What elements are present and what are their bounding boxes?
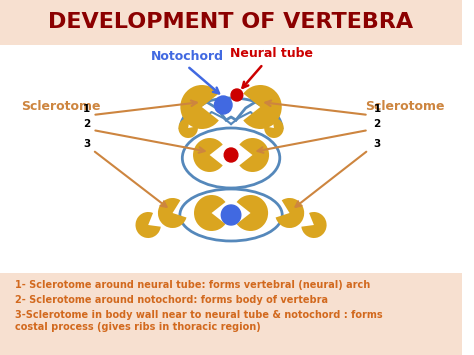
Text: 2- Sclerotome around notochord: forms body of vertebra: 2- Sclerotome around notochord: forms bo… — [15, 295, 328, 305]
Text: Sclerotome: Sclerotome — [365, 100, 444, 114]
Wedge shape — [237, 195, 268, 231]
Wedge shape — [264, 118, 284, 138]
Text: 2: 2 — [83, 119, 90, 129]
Text: 1- Sclerotome around neural tube: forms vertebral (neural) arch: 1- Sclerotome around neural tube: forms … — [15, 280, 370, 290]
Text: 2: 2 — [374, 119, 381, 129]
Circle shape — [231, 89, 243, 101]
Circle shape — [214, 96, 232, 114]
Text: Notochord: Notochord — [151, 50, 224, 63]
Wedge shape — [194, 195, 226, 231]
Wedge shape — [243, 85, 282, 129]
Text: Neural tube: Neural tube — [229, 47, 312, 60]
Wedge shape — [193, 138, 223, 172]
Ellipse shape — [182, 128, 280, 188]
Text: DEVELOPMENT OF VERTEBRA: DEVELOPMENT OF VERTEBRA — [48, 12, 414, 32]
Text: 1: 1 — [83, 104, 90, 114]
Text: 3: 3 — [374, 139, 381, 149]
Ellipse shape — [180, 189, 282, 241]
Wedge shape — [180, 85, 219, 129]
Text: 3: 3 — [83, 139, 90, 149]
Wedge shape — [136, 212, 161, 238]
FancyBboxPatch shape — [0, 0, 462, 45]
Text: Sclerotome: Sclerotome — [21, 100, 100, 114]
Wedge shape — [301, 212, 327, 238]
Text: 1: 1 — [374, 104, 381, 114]
Wedge shape — [275, 198, 304, 228]
Circle shape — [224, 148, 238, 162]
Circle shape — [221, 205, 241, 225]
Wedge shape — [178, 118, 198, 138]
Wedge shape — [239, 138, 269, 172]
Text: 3-Sclerotome in body wall near to neural tube & notochord : forms
costal process: 3-Sclerotome in body wall near to neural… — [15, 310, 382, 332]
FancyBboxPatch shape — [0, 273, 462, 355]
Wedge shape — [158, 198, 186, 228]
